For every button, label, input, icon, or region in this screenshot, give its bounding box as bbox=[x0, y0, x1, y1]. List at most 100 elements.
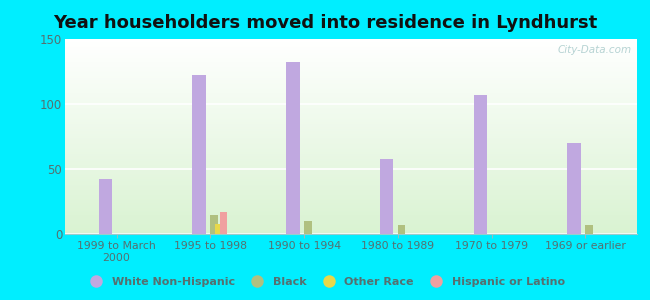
Bar bbox=[65, 81, 637, 82]
Bar bbox=[65, 109, 637, 110]
Bar bbox=[65, 39, 637, 40]
Bar bbox=[65, 131, 637, 132]
Bar bbox=[65, 82, 637, 83]
Bar bbox=[65, 194, 637, 195]
Bar bbox=[65, 58, 637, 59]
Bar bbox=[65, 41, 637, 42]
Bar bbox=[65, 175, 637, 176]
Bar bbox=[65, 187, 637, 188]
Bar bbox=[65, 85, 637, 86]
Bar bbox=[65, 204, 637, 205]
Bar bbox=[65, 162, 637, 163]
Bar bbox=[65, 62, 637, 63]
Bar bbox=[65, 177, 637, 178]
Bar bbox=[65, 70, 637, 71]
Bar bbox=[65, 134, 637, 136]
Bar bbox=[65, 84, 637, 85]
Bar bbox=[304, 221, 311, 234]
Bar bbox=[65, 133, 637, 134]
Legend: White Non-Hispanic, Black, Other Race, Hispanic or Latino: White Non-Hispanic, Black, Other Race, H… bbox=[81, 273, 569, 291]
Bar bbox=[65, 230, 637, 231]
Bar bbox=[65, 184, 637, 185]
Bar bbox=[65, 198, 637, 199]
Bar bbox=[65, 193, 637, 194]
Bar bbox=[65, 90, 637, 91]
Bar bbox=[65, 63, 637, 64]
Bar bbox=[65, 231, 637, 232]
Bar bbox=[65, 186, 637, 187]
Bar bbox=[65, 206, 637, 207]
Bar bbox=[65, 49, 637, 50]
Bar bbox=[65, 117, 637, 118]
Bar bbox=[65, 101, 637, 102]
Bar bbox=[65, 197, 637, 198]
Bar bbox=[65, 170, 637, 171]
Bar bbox=[65, 219, 637, 220]
Bar bbox=[65, 159, 637, 160]
Bar bbox=[65, 168, 637, 169]
Bar bbox=[65, 191, 637, 192]
Bar bbox=[65, 140, 637, 141]
Bar bbox=[65, 45, 637, 46]
Bar bbox=[65, 126, 637, 127]
Bar bbox=[65, 217, 637, 218]
Bar bbox=[65, 179, 637, 180]
Bar bbox=[65, 52, 637, 53]
Bar bbox=[65, 211, 637, 212]
Bar bbox=[65, 64, 637, 65]
Bar bbox=[65, 149, 637, 150]
Bar bbox=[65, 79, 637, 80]
Bar bbox=[65, 59, 637, 60]
Bar bbox=[65, 118, 637, 119]
Bar bbox=[65, 144, 637, 145]
Bar bbox=[65, 167, 637, 168]
Bar bbox=[65, 129, 637, 130]
Bar bbox=[65, 188, 637, 189]
Bar bbox=[65, 122, 637, 123]
Bar bbox=[65, 229, 637, 230]
Bar bbox=[65, 111, 637, 112]
Bar bbox=[65, 137, 637, 138]
Bar bbox=[65, 215, 637, 217]
Bar bbox=[65, 46, 637, 47]
Bar bbox=[65, 141, 637, 142]
Bar bbox=[65, 189, 637, 190]
Bar bbox=[65, 161, 637, 162]
Bar bbox=[65, 106, 637, 107]
Bar bbox=[65, 192, 637, 193]
Bar bbox=[65, 165, 637, 166]
Bar bbox=[65, 102, 637, 103]
Bar bbox=[65, 154, 637, 155]
Bar bbox=[65, 92, 637, 93]
Bar bbox=[65, 203, 637, 204]
Bar bbox=[65, 100, 637, 101]
Bar bbox=[65, 54, 637, 55]
Bar bbox=[65, 171, 637, 172]
Bar bbox=[65, 83, 637, 84]
Bar bbox=[211, 214, 218, 234]
Bar bbox=[65, 169, 637, 170]
Bar bbox=[65, 224, 637, 225]
Bar bbox=[65, 212, 637, 214]
Bar bbox=[65, 100, 637, 101]
Bar bbox=[65, 61, 637, 62]
Bar bbox=[65, 220, 637, 221]
Bar bbox=[65, 158, 637, 159]
Bar bbox=[65, 151, 637, 152]
Bar bbox=[65, 95, 637, 97]
Bar bbox=[65, 227, 637, 228]
Bar bbox=[65, 67, 637, 68]
Bar bbox=[65, 205, 637, 206]
Bar bbox=[65, 128, 637, 129]
Bar bbox=[65, 199, 637, 200]
Bar bbox=[65, 202, 637, 203]
Bar bbox=[65, 108, 637, 109]
Bar bbox=[65, 80, 637, 81]
Bar bbox=[65, 183, 637, 184]
Bar bbox=[567, 143, 581, 234]
Bar bbox=[65, 78, 637, 79]
Bar bbox=[65, 55, 637, 56]
Bar bbox=[65, 209, 637, 210]
Bar bbox=[65, 121, 637, 122]
Bar bbox=[65, 112, 637, 113]
